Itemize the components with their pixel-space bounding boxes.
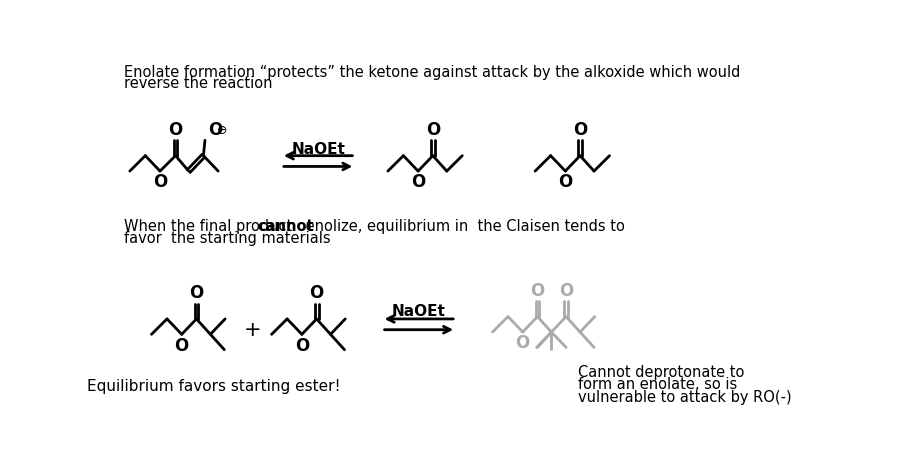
Text: O: O <box>153 173 167 191</box>
Text: vulnerable to attack by RO(-): vulnerable to attack by RO(-) <box>578 390 791 405</box>
Text: O: O <box>309 284 324 302</box>
Text: O: O <box>530 282 545 300</box>
Text: O: O <box>558 173 573 191</box>
Text: Enolate formation “protects” the ketone against attack by the alkoxide which wou: Enolate formation “protects” the ketone … <box>124 65 740 80</box>
Text: cannot: cannot <box>258 219 314 234</box>
Text: O: O <box>208 121 222 139</box>
Text: O: O <box>573 121 587 139</box>
Text: ⊖: ⊖ <box>217 124 228 137</box>
Text: NaOEt: NaOEt <box>291 142 345 157</box>
Text: O: O <box>411 173 425 191</box>
Text: O: O <box>295 337 309 355</box>
Text: O: O <box>426 121 440 139</box>
Text: O: O <box>559 282 574 300</box>
Text: NaOEt: NaOEt <box>392 304 446 319</box>
Text: +: + <box>244 320 261 340</box>
Text: O: O <box>189 284 204 302</box>
Text: reverse the reaction: reverse the reaction <box>124 76 272 91</box>
Text: O: O <box>175 337 189 355</box>
Text: O: O <box>169 121 182 139</box>
Text: Equilibrium favors starting ester!: Equilibrium favors starting ester! <box>87 379 340 394</box>
Text: Cannot deprotonate to: Cannot deprotonate to <box>578 365 744 380</box>
Text: form an enolate, so is: form an enolate, so is <box>578 377 737 392</box>
Text: O: O <box>516 334 529 352</box>
Text: enolize, equilibrium in  the Claisen tends to: enolize, equilibrium in the Claisen tend… <box>301 219 625 234</box>
Text: When the final product: When the final product <box>124 219 297 234</box>
Text: favor  the starting materials: favor the starting materials <box>124 231 330 246</box>
